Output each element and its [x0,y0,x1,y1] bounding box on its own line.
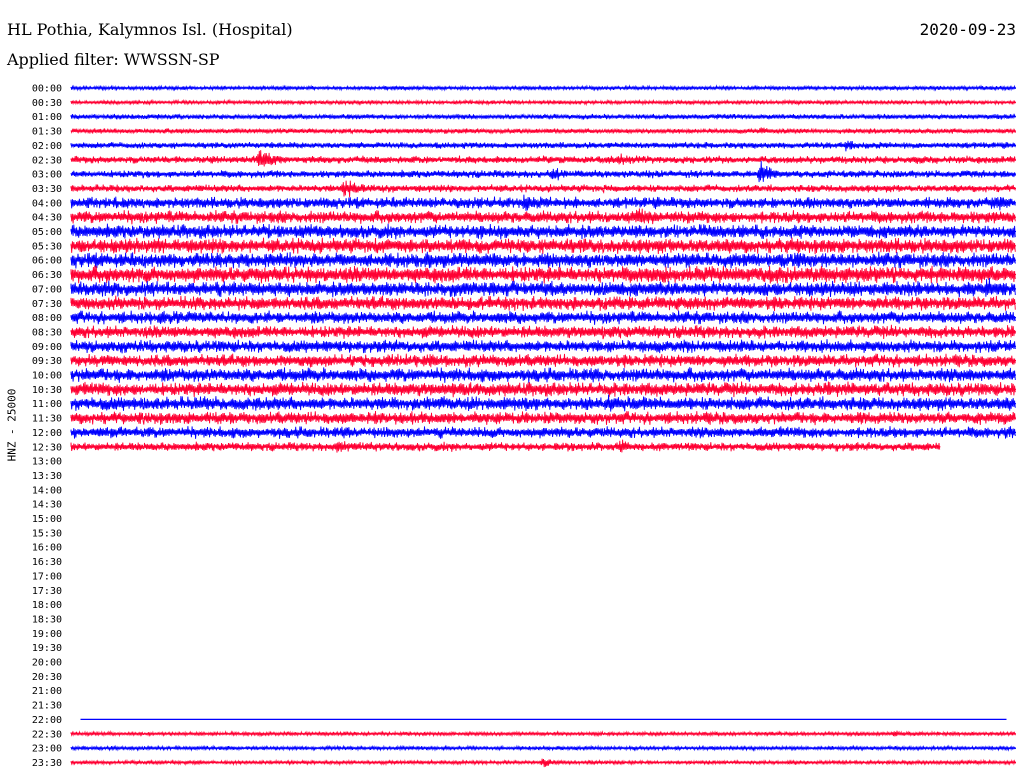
trace-0130 [70,127,1016,135]
row-label-1330: 13:30 [32,471,62,482]
trace-0230 [70,150,1016,167]
trace-0030 [70,98,1016,107]
row-label-1830: 18:30 [32,614,62,625]
row-label-2230: 22:30 [32,729,62,740]
row-label-1530: 15:30 [32,528,62,539]
trace-1130 [70,410,1016,426]
trace-0500 [70,223,1016,240]
row-label-0930: 09:30 [32,356,62,367]
trace-0730 [70,295,1016,312]
trace-2330 [70,758,1016,768]
row-label-0900: 09:00 [32,342,62,353]
row-label-0230: 02:30 [32,155,62,166]
row-label-1700: 17:00 [32,571,62,582]
row-label-1600: 16:00 [32,543,62,554]
trace-0000 [70,84,1016,92]
row-label-1130: 11:30 [32,414,62,425]
row-label-1730: 17:30 [32,586,62,597]
row-label-0700: 07:00 [32,284,62,295]
row-label-0430: 04:30 [32,213,62,224]
row-label-2130: 21:30 [32,701,62,712]
trace-1030 [70,381,1016,398]
trace-0530 [70,237,1016,255]
row-label-0330: 03:30 [32,184,62,195]
row-label-0200: 02:00 [32,141,62,152]
trace-0330 [70,180,1016,198]
trace-0930 [70,353,1016,368]
row-label-2000: 20:00 [32,658,62,669]
row-label-1300: 13:00 [32,457,62,468]
row-label-1000: 10:00 [32,371,62,382]
row-label-0030: 00:30 [32,98,62,109]
row-label-0100: 01:00 [32,112,62,123]
row-label-0000: 00:00 [32,84,62,95]
row-label-1230: 12:30 [32,442,62,453]
trace-1200 [70,426,1016,439]
filter-label: Applied filter: WWSSN-SP [7,50,220,69]
row-label-0730: 07:30 [32,299,62,310]
row-label-0300: 03:00 [32,170,62,181]
trace-1100 [70,394,1016,412]
row-label-2330: 23:30 [32,758,62,769]
row-label-0830: 08:30 [32,327,62,338]
trace-2230 [70,730,1016,738]
row-label-1500: 15:00 [32,514,62,525]
trace-0800 [70,310,1016,325]
row-label-1430: 14:30 [32,500,62,511]
trace-0400 [70,194,1016,211]
trace-0900 [70,339,1016,354]
row-label-1800: 18:00 [32,600,62,611]
row-label-0400: 04:00 [32,198,62,209]
row-label-2100: 21:00 [32,686,62,697]
row-label-1930: 19:30 [32,643,62,654]
row-label-1630: 16:30 [32,557,62,568]
row-label-1030: 10:30 [32,385,62,396]
row-label-0800: 08:00 [32,313,62,324]
row-label-0530: 05:30 [32,241,62,252]
row-label-0630: 06:30 [32,270,62,281]
trace-0630 [70,265,1016,284]
trace-0830 [70,324,1016,340]
trace-0700 [70,277,1016,298]
trace-1000 [70,367,1016,383]
trace-0600 [70,251,1016,269]
row-label-1900: 19:00 [32,629,62,640]
row-label-0500: 05:00 [32,227,62,238]
row-labels: 00:00 00:30 01:00 01:30 02:00 02:30 03:00 03:30… [32,84,62,769]
trace-0100 [70,113,1016,121]
trace-0200 [70,140,1016,152]
trace-0300 [70,160,1016,183]
station-title: HL Pothia, Kalymnos Isl. (Hospital) [7,20,293,39]
trace-2300 [70,744,1016,752]
row-label-1100: 11:00 [32,399,62,410]
row-label-2030: 20:30 [32,672,62,683]
trace-0430 [70,208,1016,225]
row-label-0130: 01:30 [32,127,62,138]
row-label-0600: 06:00 [32,256,62,267]
record-date: 2020-09-23 [919,20,1016,39]
row-label-1200: 12:00 [32,428,62,439]
row-label-2200: 22:00 [32,715,62,726]
trace-1230 [70,439,941,453]
trace-lines [70,84,1016,768]
row-label-2300: 23:00 [32,744,62,755]
row-label-1400: 14:00 [32,485,62,496]
